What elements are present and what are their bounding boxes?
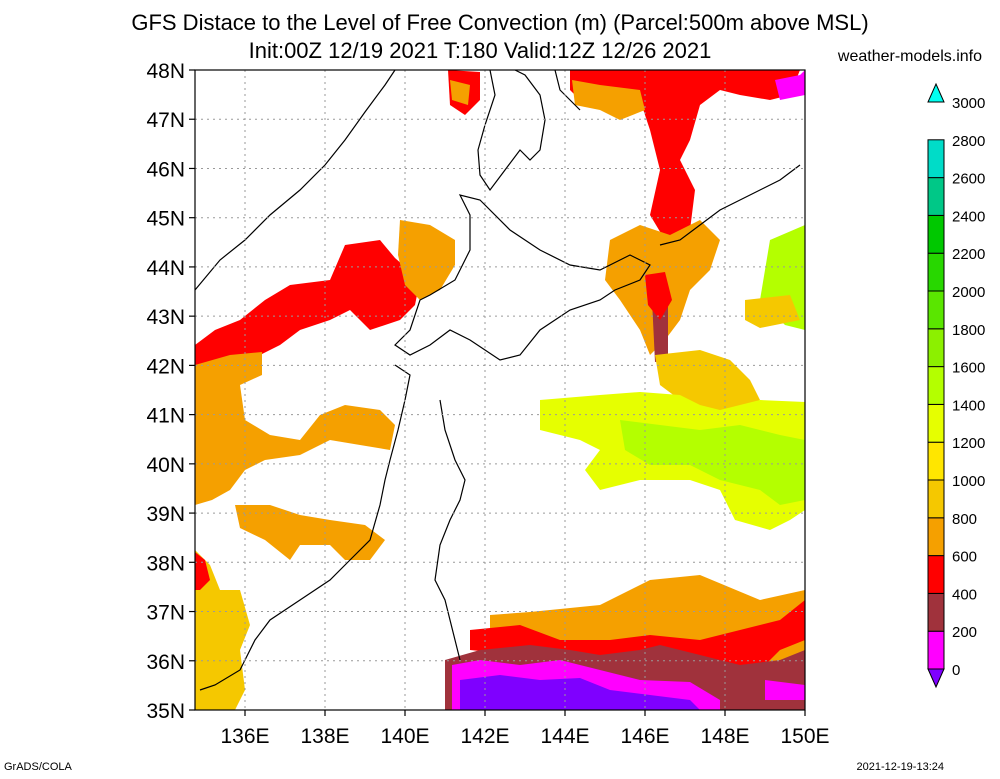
colorbar-label: 1200 — [952, 435, 985, 452]
lat-label: 44N — [146, 257, 185, 280]
lat-label: 37N — [146, 602, 185, 625]
coast-honshu — [199, 364, 466, 691]
lon-label: 144E — [540, 725, 589, 748]
lat-label: 47N — [146, 109, 185, 132]
colorbar: 3000280026002400220020001800160014001200… — [927, 82, 985, 689]
lon-label: 138E — [300, 725, 349, 748]
colorbar-swatch — [927, 403, 945, 443]
colorbar-swatch — [927, 441, 945, 481]
field-orange-okhotsk-strip — [572, 80, 645, 120]
colorbar-swatch — [927, 82, 945, 103]
lat-label: 38N — [146, 552, 185, 575]
colorbar-label: 0 — [952, 662, 960, 679]
field-red-southwest — [195, 552, 210, 590]
colorbar-swatch — [927, 630, 945, 670]
lfc-field-layer — [195, 70, 805, 710]
footer-timestamp: 2021-12-19-13:24 — [856, 761, 944, 773]
colorbar-swatch — [927, 668, 945, 689]
colorbar-label: 1000 — [952, 473, 985, 490]
lat-label: 48N — [146, 60, 185, 83]
lat-label: 39N — [146, 503, 185, 526]
colorbar-label: 2800 — [952, 133, 985, 150]
colorbar-swatch — [927, 290, 945, 330]
colorbar-swatch — [927, 517, 945, 557]
field-yellow-northeast — [745, 295, 800, 328]
colorbar-label: 200 — [952, 624, 977, 641]
colorbar-label: 2000 — [952, 284, 985, 301]
colorbar-label: 400 — [952, 586, 977, 603]
lat-label: 45N — [146, 208, 185, 231]
coast-kuril — [659, 164, 801, 246]
lat-label: 46N — [146, 158, 185, 181]
lon-label: 142E — [460, 725, 509, 748]
lat-label: 35N — [146, 700, 185, 723]
colorbar-swatch — [927, 328, 945, 368]
colorbar-swatch — [927, 592, 945, 632]
lon-label: 136E — [220, 725, 269, 748]
colorbar-label: 3000 — [952, 95, 985, 112]
field-magenta-southeast — [765, 680, 805, 700]
colorbar-swatch — [927, 139, 945, 179]
field-yellow-southwest — [195, 550, 250, 710]
footer-software: GrADS/COLA — [4, 761, 72, 773]
colorbar-label: 2600 — [952, 171, 985, 188]
field-brown-kuril — [652, 300, 668, 362]
colorbar-label: 1800 — [952, 322, 985, 339]
lat-label: 41N — [146, 405, 185, 428]
colorbar-label: 2400 — [952, 208, 985, 225]
colorbar-swatch — [927, 555, 945, 594]
field-purple-south — [460, 675, 700, 710]
lon-label: 150E — [780, 725, 829, 748]
colorbar-swatch — [927, 214, 945, 254]
latitude-labels: 48N 47N 46N 45N 44N 43N 42N 41N 40N 39N 38N 37N 36N 3… — [146, 60, 185, 723]
field-orange-sakhalin-north — [450, 80, 470, 105]
colorbar-swatch — [927, 252, 945, 292]
colorbar-label: 2200 — [952, 246, 985, 263]
axis-ticks — [189, 69, 806, 716]
lon-label: 146E — [620, 725, 669, 748]
coast-okhotsk-north — [554, 69, 581, 111]
field-green-east — [620, 420, 805, 505]
chart-subtitle: Init:00Z 12/19 2021 T:180 Valid:12Z 12/2… — [248, 38, 712, 63]
lon-label: 148E — [700, 725, 749, 748]
colorbar-label: 600 — [952, 549, 977, 566]
lat-label: 36N — [146, 651, 185, 674]
coast-mainland — [194, 69, 396, 291]
lon-label: 140E — [380, 725, 429, 748]
lat-label: 42N — [146, 355, 185, 378]
field-red-kuril — [645, 272, 672, 320]
field-orange-midwest — [235, 505, 385, 560]
field-orange-hokkaido-west — [398, 220, 455, 300]
colorbar-label: 1600 — [952, 360, 985, 377]
longitude-labels: 136E 138E 140E 142E 144E 146E 148E 150E — [220, 725, 829, 748]
chart-title: GFS Distace to the Level of Free Convect… — [131, 10, 869, 35]
colorbar-swatch — [927, 366, 945, 405]
colorbar-swatch — [927, 479, 945, 519]
lat-label: 40N — [146, 454, 185, 477]
map-frame — [194, 69, 806, 711]
credit-label: weather-models.info — [837, 48, 982, 65]
lat-label: 43N — [146, 306, 185, 329]
colorbar-label: 800 — [952, 511, 977, 528]
field-orange-northwest — [195, 352, 395, 505]
field-magenta-northeast — [775, 70, 805, 100]
colorbar-swatch — [927, 177, 945, 216]
coast-sakhalin — [477, 69, 546, 192]
field-red-south — [470, 600, 805, 680]
colorbar-label: 1400 — [952, 397, 985, 414]
